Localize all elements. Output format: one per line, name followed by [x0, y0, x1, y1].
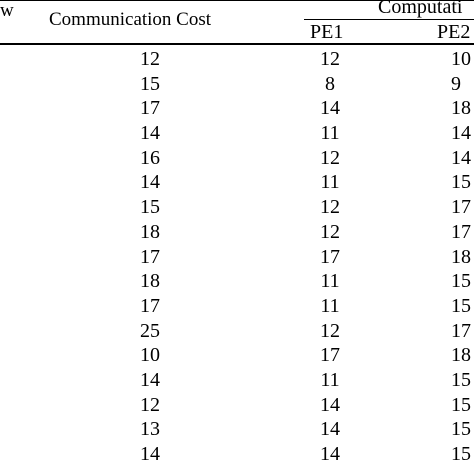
cell-pe2: 15: [451, 294, 471, 317]
cell-communication-cost: 18: [140, 220, 160, 243]
header-pe1: PE1: [310, 21, 344, 43]
header-communication-cost: Communication Cost: [49, 9, 212, 30]
cell-communication-cost: 12: [140, 393, 160, 416]
table-row: 16 12 14: [0, 146, 474, 171]
cell-pe2: 14: [451, 122, 471, 145]
cell-pe1: 17: [320, 245, 340, 268]
cell-pe2: 9: [451, 72, 461, 95]
cell-communication-cost: 14: [140, 122, 160, 145]
table-row: 14 11 14: [0, 121, 474, 146]
table-row: 17 14 18: [0, 96, 474, 121]
cell-pe1: 14: [320, 393, 340, 416]
table-row: 12 12 10: [0, 47, 474, 72]
cell-pe1: 8: [325, 72, 335, 95]
header-bottom-rule: [0, 43, 474, 45]
cell-communication-cost: 13: [140, 418, 160, 441]
cell-pe1: 11: [320, 270, 340, 293]
cell-pe1: 17: [320, 344, 340, 367]
cell-pe2: 15: [451, 171, 471, 194]
cell-pe1: 12: [320, 146, 340, 169]
table-body: 12 12 10 15 8 9 17 14 18 14 11 14 16 12 14 14 11 15 15 12 17…: [0, 47, 474, 467]
cell-communication-cost: 15: [140, 72, 160, 95]
table-row: 18 11 15: [0, 269, 474, 294]
cell-pe2: 18: [451, 245, 471, 268]
table-row: 14 11 15: [0, 170, 474, 195]
cell-pe1: 11: [320, 171, 340, 194]
cell-communication-cost: 15: [140, 196, 160, 219]
cell-pe2: 15: [451, 443, 471, 465]
cell-pe1: 11: [320, 368, 340, 391]
cell-pe1: 12: [320, 48, 340, 70]
cell-communication-cost: 17: [140, 294, 160, 317]
cell-communication-cost: 14: [140, 368, 160, 391]
table-row: 14 14 15: [0, 442, 474, 467]
header-subgroup-rule: [304, 19, 474, 20]
cell-pe2: 17: [451, 196, 471, 219]
cell-communication-cost: 14: [140, 443, 160, 465]
cell-communication-cost: 17: [140, 245, 160, 268]
table-row: 17 17 18: [0, 245, 474, 270]
header-pe2: PE2: [437, 21, 471, 43]
cell-communication-cost: 18: [140, 270, 160, 293]
cell-pe2: 17: [451, 220, 471, 243]
cell-pe2: 14: [451, 146, 471, 169]
table-row: 15 8 9: [0, 72, 474, 97]
cell-pe1: 12: [320, 220, 340, 243]
table-row: 10 17 18: [0, 343, 474, 368]
cell-pe1: 14: [320, 418, 340, 441]
cell-pe2: 15: [451, 418, 471, 441]
table-row: 15 12 17: [0, 195, 474, 220]
cell-pe1: 14: [320, 97, 340, 120]
cell-pe1: 14: [320, 443, 340, 465]
cell-pe1: 12: [320, 319, 340, 342]
cell-pe1: 11: [320, 122, 340, 145]
cell-communication-cost: 14: [140, 171, 160, 194]
cell-communication-cost: 16: [140, 146, 160, 169]
cell-communication-cost: 12: [140, 48, 160, 70]
table-row: 25 12 17: [0, 319, 474, 344]
cell-communication-cost: 17: [140, 97, 160, 120]
table-top-rule: [0, 0, 474, 1]
cell-pe2: 15: [451, 270, 471, 293]
table-row: 18 12 17: [0, 220, 474, 245]
cell-pe2: 10: [451, 48, 471, 70]
header-row-column: w: [0, 0, 14, 21]
cell-communication-cost: 25: [140, 319, 160, 342]
cell-communication-cost: 10: [140, 344, 160, 367]
table-row: 12 14 15: [0, 393, 474, 418]
table-row: 13 14 15: [0, 417, 474, 442]
header-computation-cost: Computati: [378, 0, 463, 18]
cell-pe2: 15: [451, 393, 471, 416]
table-row: 14 11 15: [0, 368, 474, 393]
cell-pe1: 11: [320, 294, 340, 317]
cell-pe2: 17: [451, 319, 471, 342]
cell-pe2: 15: [451, 368, 471, 391]
cell-pe1: 12: [320, 196, 340, 219]
cell-pe2: 18: [451, 344, 471, 367]
cell-pe2: 18: [451, 97, 471, 120]
table-row: 17 11 15: [0, 294, 474, 319]
